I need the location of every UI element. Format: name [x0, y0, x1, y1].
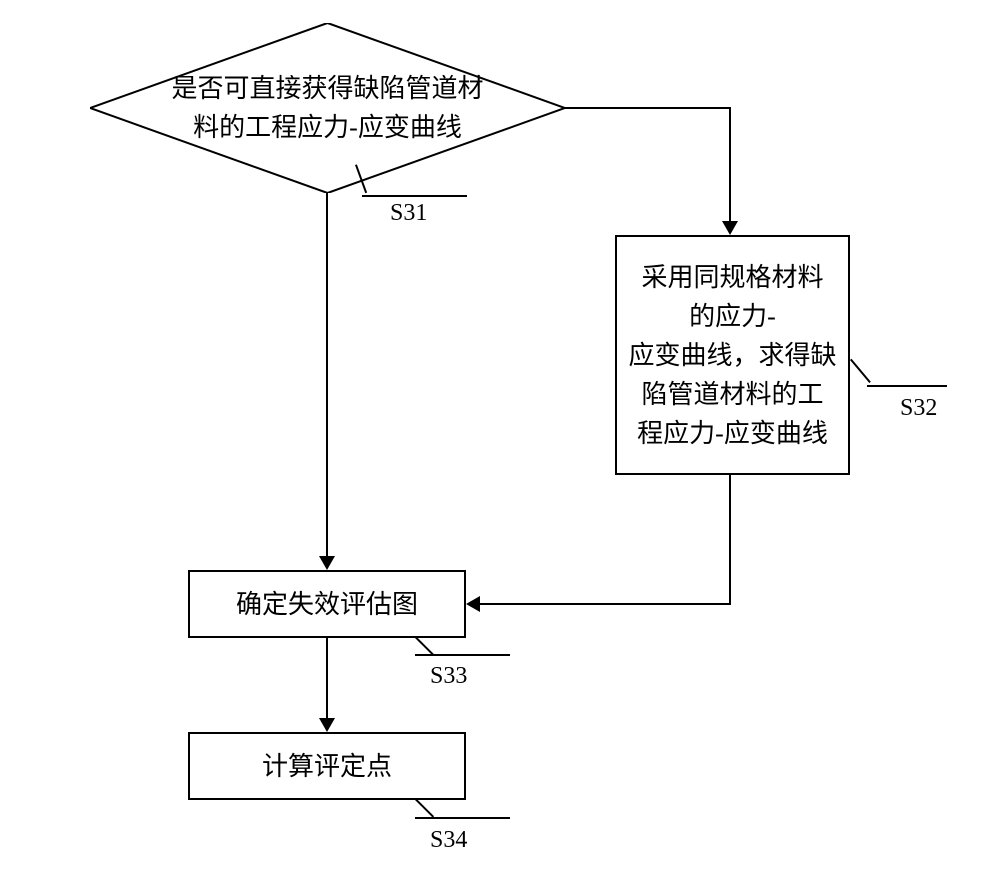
arrow-diamond-to-s33: [326, 193, 328, 556]
arrow-s32-down: [729, 475, 731, 605]
arrowhead-s33-to-s34: [319, 718, 335, 732]
arrow-s32-left: [480, 603, 731, 605]
leader-s33-horiz: [415, 654, 510, 656]
diamond-text-line1: 是否可直接获得缺陷管道材: [171, 74, 483, 103]
decision-diamond: 是否可直接获得缺陷管道材 料的工程应力-应变曲线: [90, 23, 565, 193]
s34-text: 计算评定点: [262, 747, 392, 786]
leader-s31-horiz: [362, 195, 467, 197]
s32-line4: 陷管道材料的工: [641, 380, 823, 409]
label-s34: S34: [430, 827, 467, 854]
label-s33: S33: [430, 663, 467, 690]
leader-s32-horiz: [867, 385, 947, 387]
flowchart-container: 是否可直接获得缺陷管道材 料的工程应力-应变曲线 S31 采用同规格材料 的应力…: [0, 0, 1000, 874]
s32-line3: 应变曲线，求得缺: [628, 341, 836, 370]
label-s32: S32: [900, 395, 937, 422]
diamond-text-line2: 料的工程应力-应变曲线: [193, 113, 462, 142]
s32-line1: 采用同规格材料: [641, 263, 823, 292]
leader-s34-diag: [415, 799, 434, 818]
leader-s32-diag: [850, 359, 871, 383]
arrowhead-diamond-to-s32: [722, 221, 738, 235]
process-s32: 采用同规格材料 的应力- 应变曲线，求得缺 陷管道材料的工 程应力-应变曲线: [615, 235, 850, 475]
arrow-diamond-right-h: [565, 107, 731, 109]
arrowhead-s32-to-s33: [466, 596, 480, 612]
leader-s34-horiz: [415, 817, 510, 819]
arrow-diamond-right-v: [729, 107, 731, 221]
process-s33: 确定失效评估图: [188, 570, 466, 638]
arrowhead-diamond-to-s33: [319, 556, 335, 570]
arrow-s33-to-s34: [326, 638, 328, 718]
process-s34: 计算评定点: [188, 732, 466, 800]
leader-s33-diag: [415, 637, 434, 656]
s33-text: 确定失效评估图: [236, 585, 418, 624]
s32-line5: 程应力-应变曲线: [637, 419, 828, 448]
s32-line2: 的应力-: [689, 302, 776, 331]
label-s31: S31: [390, 200, 427, 227]
